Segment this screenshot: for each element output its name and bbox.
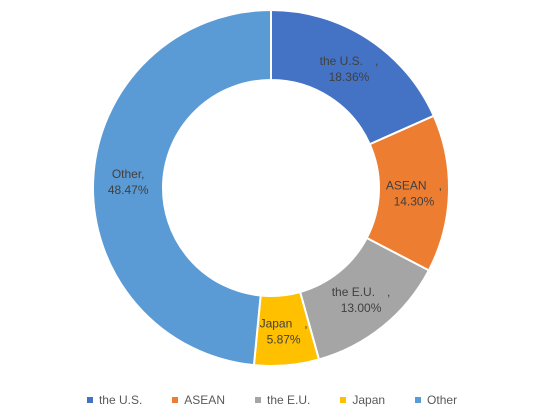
legend-label-other: Other <box>427 393 458 407</box>
legend-label-asean: ASEAN <box>184 393 225 407</box>
legend-item-us[interactable]: the U.S. <box>86 393 143 407</box>
labels-layer: the U.S. , 18.36% ASEAN , 14.30% the E.U. , 1… <box>108 54 442 346</box>
legend-swatch-other <box>415 397 422 403</box>
slice-value-label-us: 18.36% <box>329 70 370 84</box>
slice-value-label-asean: 14.30% <box>394 195 435 209</box>
slice-category-label-eu: the E.U. , <box>332 285 391 299</box>
legend-label-japan: Japan <box>352 393 386 407</box>
slice-other[interactable] <box>92 8 272 367</box>
slice-category-label-asean: ASEAN , <box>386 179 442 193</box>
legend-swatch-us <box>86 397 93 403</box>
legend-item-other[interactable]: Other <box>415 393 457 407</box>
legend-swatch-japan <box>340 397 347 403</box>
slice-category-label-other: Other, <box>112 167 145 181</box>
legend-item-eu[interactable]: the E.U. <box>254 393 311 407</box>
slice-value-label-eu: 13.00% <box>341 301 382 315</box>
legend-label-us: the U.S. <box>98 393 143 407</box>
chart-legend: the U.S. ASEAN the E.U. Japan Other <box>0 391 544 409</box>
slice-category-label-japan: Japan , <box>260 316 308 330</box>
legend-item-asean[interactable]: ASEAN <box>172 393 225 407</box>
slice-category-label-us: the U.S. , <box>320 54 379 68</box>
legend-label-eu: the E.U. <box>266 393 311 407</box>
slice-value-label-other: 48.47% <box>108 183 149 197</box>
legend-swatch-asean <box>172 397 179 403</box>
slices-layer <box>92 8 450 367</box>
legend-swatch-eu <box>254 397 261 403</box>
legend-item-japan[interactable]: Japan <box>340 393 385 407</box>
slice-value-label-japan: 5.87% <box>267 332 301 346</box>
